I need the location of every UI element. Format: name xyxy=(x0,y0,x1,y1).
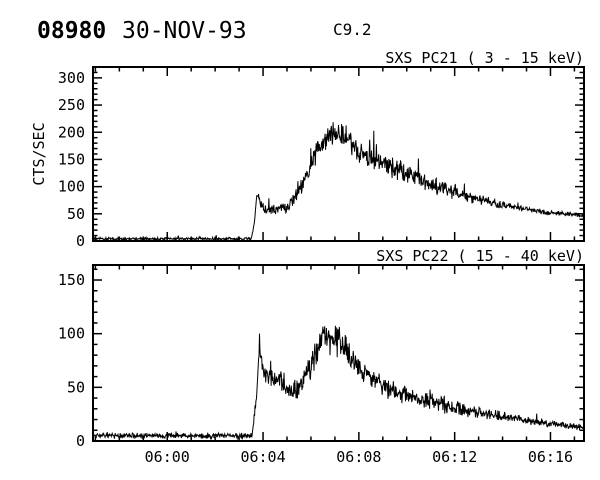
panel-1: 0 50 100 150 200 250 300 SXS PC21 ( 3 - 15 keV)… xyxy=(30,49,585,250)
x-tick-label: 06:08 xyxy=(336,448,381,466)
panel-2-ticks xyxy=(93,265,584,442)
x-tick-label: 06:12 xyxy=(432,448,477,466)
y-tick-label: 100 xyxy=(58,325,85,343)
y-tick-label: 150 xyxy=(58,271,85,289)
panel-2-series xyxy=(92,325,585,441)
y-tick-label: 300 xyxy=(58,69,85,87)
goes-class-label: C9.2 xyxy=(333,20,372,39)
panel-1-title: SXS PC21 ( 3 - 15 keV) xyxy=(385,49,584,67)
panel-1-ticks xyxy=(93,67,584,242)
y-tick-label: 50 xyxy=(67,205,85,223)
panel-2-frame xyxy=(92,264,585,442)
x-tick-label: 06:00 xyxy=(145,448,190,466)
y-tick-label: 50 xyxy=(67,378,85,396)
chart-panels: 0 50 100 150 200 250 300 SXS PC21 ( 3 - 15 keV)… xyxy=(30,49,585,466)
panel-1-tick-labels: 0 50 100 150 200 250 300 xyxy=(58,69,85,250)
x-tick-label: 06:04 xyxy=(240,448,285,466)
y-tick-label: 200 xyxy=(58,123,85,141)
y-tick-label: 0 xyxy=(76,232,85,250)
y-tick-label: 250 xyxy=(58,96,85,114)
panel-1-series xyxy=(92,122,585,243)
x-tick-label: 06:16 xyxy=(528,448,573,466)
observation-date: 30-NOV-93 xyxy=(122,18,247,44)
panel-2-tick-labels: 0 50 100 150 06:00 06:04 06:08 06:12 06:16 xyxy=(58,271,573,466)
y-tick-label: 150 xyxy=(58,150,85,168)
panel-2-title: SXS PC22 ( 15 - 40 keV) xyxy=(376,247,584,265)
panel-2: 0 50 100 150 06:00 06:04 06:08 06:12 06:16 SXS PC… xyxy=(58,247,585,466)
event-id: 08980 xyxy=(37,18,106,44)
y-tick-label: 0 xyxy=(76,432,85,450)
y-axis-title: CTS/SEC xyxy=(30,122,48,185)
panel-1-frame xyxy=(92,66,585,242)
y-tick-label: 100 xyxy=(58,178,85,196)
